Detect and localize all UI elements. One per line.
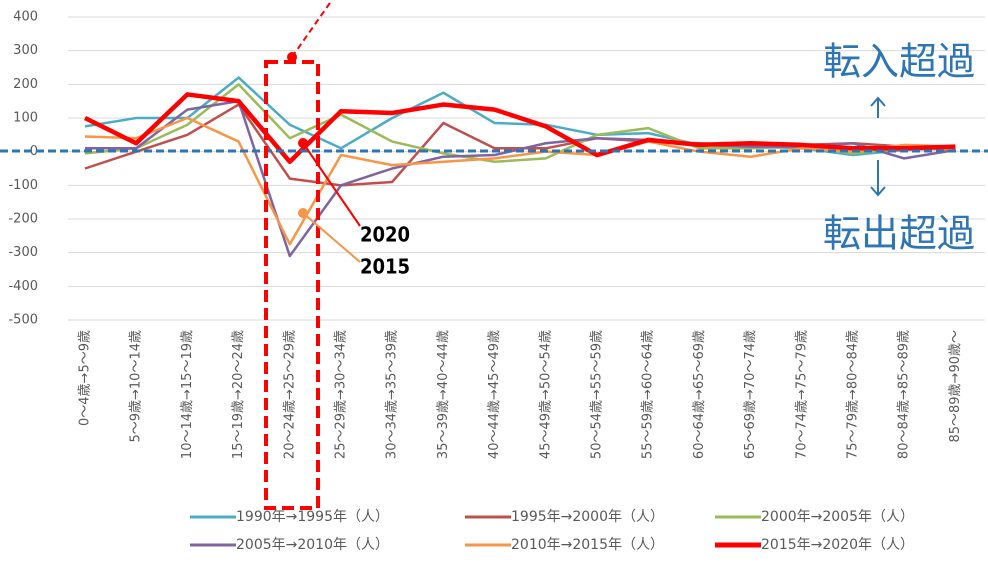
highlight-leader — [291, 0, 333, 58]
legend-label: 2015年→2020年（人） — [761, 537, 914, 553]
legend-label: 1995年→2000年（人） — [511, 509, 664, 525]
legend-label: 2000年→2005年（人） — [761, 509, 914, 525]
legend-label: 2005年→2010年（人） — [236, 537, 389, 553]
x-axis: 0～4歳→5～9歳 5～9歳→10～14歳 10～14歳→15～19歳 15～19歳→… — [78, 330, 963, 459]
x-tick-label: 45～49歳→50～54歳 — [538, 330, 553, 459]
x-tick-label: 70～74歳→75～79歳 — [794, 330, 809, 459]
x-tick-label: 30～34歳→35～39歳 — [385, 330, 400, 459]
x-tick-label: 40～44歳→45～49歳 — [487, 330, 502, 459]
y-tick-label: -500 — [8, 313, 38, 328]
legend-label: 1990年→1995年（人） — [236, 509, 389, 525]
annotation: 2020 — [360, 223, 410, 247]
y-tick-label: 200 — [13, 77, 38, 92]
x-tick-label: 65～69歳→70～74歳 — [743, 330, 758, 459]
arrows — [870, 96, 886, 197]
point-2015 — [298, 208, 308, 218]
y-tick-label: -400 — [8, 279, 38, 294]
x-tick-label: 10～14歳→15～19歳 — [180, 330, 195, 459]
x-tick-label: 0～4歳→5～9歳 — [78, 330, 93, 426]
lines — [84, 76, 956, 258]
x-tick-label: 25～29歳→30～34歳 — [334, 330, 349, 459]
annotation: 転出超過 — [823, 212, 975, 256]
y-tick-label: -200 — [8, 212, 38, 227]
x-tick-label: 35～39歳→40～44歳 — [436, 330, 451, 459]
x-tick-label: 55～59歳→60～64歳 — [641, 330, 656, 459]
x-tick-label: 5～9歳→10～14歳 — [129, 330, 144, 443]
y-tick-label: 300 — [13, 43, 38, 58]
annotation: 2015 — [360, 255, 410, 279]
legend-label: 2010年→2015年（人） — [511, 537, 664, 553]
series-line — [84, 92, 956, 165]
series-line — [84, 116, 956, 246]
annotation: 転入超過 — [823, 40, 975, 84]
x-tick-label: 85～89歳→90歳～ — [948, 330, 963, 443]
x-tick-label: 60～64歳→65～69歳 — [692, 330, 707, 459]
x-tick-label: 75～79歳→80～84歳 — [846, 330, 861, 459]
y-tick-label: 0 — [30, 144, 38, 159]
x-tick-label: 80～84歳→85～89歳 — [897, 330, 912, 459]
y-tick-label: 100 — [13, 111, 38, 126]
y-tick-label: 400 — [13, 10, 38, 25]
highlight-dot — [287, 52, 297, 62]
y-tick-label: -100 — [8, 178, 38, 193]
legend: 1990年→1995年（人） 1995年→2000年（人） 2000年→2005年（… — [190, 509, 914, 553]
leader-2020 — [302, 142, 361, 227]
point-2020 — [298, 138, 308, 148]
y-tick-label: -300 — [8, 245, 38, 260]
x-tick-label: 50～54歳→55～59歳 — [590, 330, 605, 459]
x-tick-label: 20～24歳→25～29歳 — [282, 330, 297, 459]
x-tick-label: 15～19歳→20～24歳 — [231, 330, 246, 459]
leader-2015 — [302, 212, 361, 263]
